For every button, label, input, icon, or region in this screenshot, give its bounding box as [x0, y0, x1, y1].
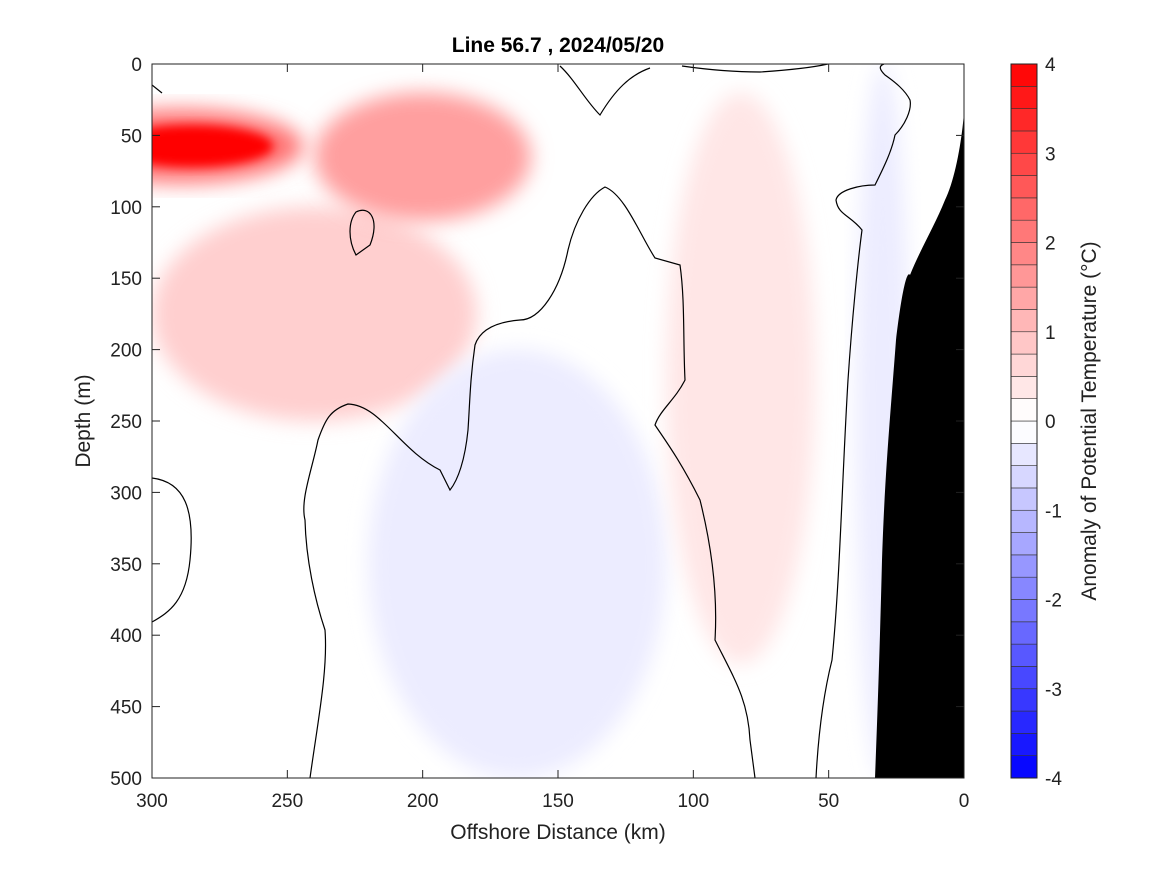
x-tick-label: 200 — [407, 791, 439, 812]
colorbar-cell — [1010, 86, 1038, 109]
chart-title: Line 56.7 , 2024/05/20 — [452, 34, 664, 57]
anomaly-region — [666, 92, 816, 664]
colorbar-tick-label: 3 — [1045, 144, 1056, 165]
zero-contour — [349, 209, 375, 256]
x-axis: 300 250 200 150 100 50 0 — [136, 64, 969, 812]
x-tick-label: 300 — [136, 791, 168, 812]
anomaly-region — [314, 92, 531, 222]
y-tick-label: 250 — [110, 412, 142, 433]
colorbar-cell — [1010, 487, 1038, 511]
colorbar-ticks: 4 3 2 1 0 -1 -2 -3 -4 — [1045, 55, 1062, 790]
colorbar-cell — [1010, 219, 1038, 243]
colorbar-cell — [1010, 532, 1038, 556]
colorbar-cell — [1010, 108, 1038, 132]
colorbar-cell — [1010, 398, 1038, 422]
colorbar-label: Anomaly of Potential Temperature (°C) — [1078, 241, 1101, 600]
x-tick-label: 150 — [542, 791, 574, 812]
colorbar-tick-label: 1 — [1045, 323, 1056, 344]
x-tick-label: 0 — [959, 791, 970, 812]
colorbar-tick-label: 4 — [1045, 55, 1056, 76]
y-tick-label: 150 — [110, 269, 142, 290]
colorbar-cell — [1010, 465, 1038, 489]
x-tick-label: 100 — [677, 791, 709, 812]
colorbar-tick-label: 2 — [1045, 234, 1056, 255]
colorbar-cell — [1010, 286, 1038, 310]
colorbar-cell — [1010, 443, 1038, 466]
x-tick-label: 250 — [271, 791, 303, 812]
colorbar-cell — [1010, 733, 1038, 756]
colorbar-cell — [1010, 755, 1038, 779]
anomaly-core — [152, 124, 274, 168]
y-tick-label: 0 — [131, 55, 142, 76]
colorbar-tick-label: -3 — [1045, 680, 1062, 701]
y-axis-label: Depth (m) — [72, 374, 95, 467]
y-tick-label: 400 — [110, 626, 142, 647]
colorbar-cell — [1010, 63, 1038, 87]
colorbar-tick-label: -2 — [1045, 591, 1062, 612]
colorbar-cell — [1010, 152, 1038, 176]
colorbar-cell — [1010, 509, 1038, 533]
anomaly-region — [368, 349, 667, 778]
colorbar-cell — [1010, 175, 1038, 199]
y-tick-label: 100 — [110, 198, 142, 219]
colorbar-cell — [1010, 264, 1038, 288]
y-tick-label: 350 — [110, 555, 142, 576]
y-tick-label: 450 — [110, 698, 142, 719]
zero-contour — [152, 477, 192, 623]
colorbar-cell — [1010, 576, 1038, 600]
colorbar-cell — [1010, 666, 1038, 690]
colorbar-cell — [1010, 554, 1038, 578]
colorbar-cell — [1010, 621, 1038, 645]
zero-contour — [303, 186, 756, 778]
colorbar-cell — [1010, 242, 1038, 266]
y-tick-label: 300 — [110, 483, 142, 504]
colorbar-cell — [1010, 353, 1038, 377]
y-axis: 0 50 100 150 200 250 300 350 400 450 500 — [110, 55, 964, 790]
zero-contour — [681, 64, 829, 73]
x-tick-label: 50 — [818, 791, 839, 812]
zero-contour — [559, 65, 651, 116]
continental-shelf-land — [875, 112, 964, 778]
colorbar-frame — [1010, 63, 1038, 779]
y-tick-label: 500 — [110, 769, 142, 790]
colorbar-cell — [1010, 710, 1038, 734]
colorbar-cell — [1010, 197, 1038, 221]
zero-anomaly-contours — [152, 64, 911, 778]
colorbar-cell — [1010, 688, 1038, 712]
anomaly-region — [152, 206, 477, 421]
colorbar-cell — [1010, 376, 1038, 399]
zero-contour — [815, 64, 911, 778]
y-tick-label: 200 — [110, 341, 142, 362]
colorbar-tick-label: -4 — [1045, 769, 1062, 790]
y-tick-label: 50 — [121, 126, 142, 147]
colorbar-cell — [1010, 599, 1038, 623]
plot-area — [151, 63, 965, 779]
zero-contour — [152, 84, 163, 94]
x-axis-label: Offshore Distance (km) — [450, 821, 666, 844]
colorbar-cell — [1010, 130, 1038, 154]
colorbar-cell — [1010, 643, 1038, 667]
colorbar-cell — [1010, 309, 1038, 333]
colorbar: 4 3 2 1 0 -1 -2 -3 -4 Anomaly of Potential Tempe… — [1010, 55, 1101, 790]
colorbar-cells — [1010, 63, 1038, 779]
colorbar-cell — [1010, 420, 1038, 444]
colorbar-tick-label: 0 — [1045, 412, 1056, 433]
colorbar-tick-label: -1 — [1045, 501, 1062, 522]
colorbar-cell — [1010, 331, 1038, 355]
temperature-anomaly-field — [152, 64, 910, 778]
